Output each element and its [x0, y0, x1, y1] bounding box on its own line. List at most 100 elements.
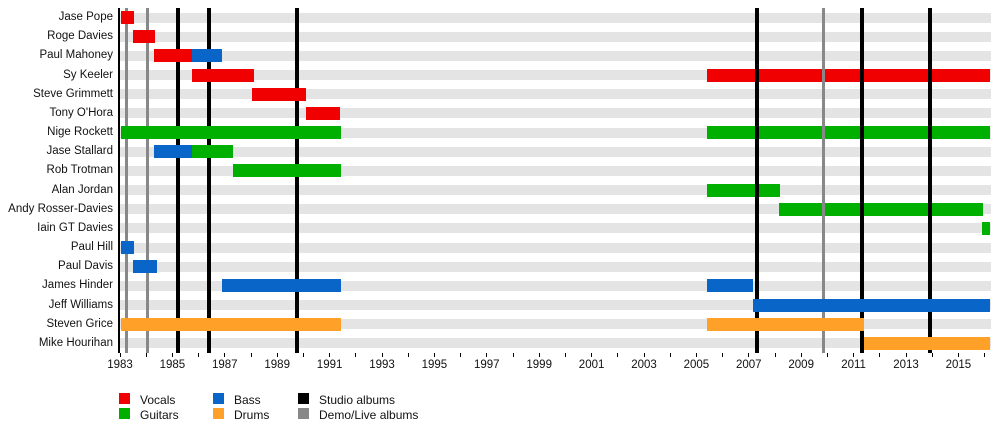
- year-tick-label: 1989: [264, 359, 290, 371]
- year-tick-label: 1987: [212, 359, 238, 371]
- member-stripe: [119, 242, 991, 253]
- timeline-bar-drums: [121, 317, 342, 331]
- legend-swatch: [213, 393, 224, 404]
- member-stripe: [119, 261, 991, 272]
- timeline-bar-guitars: [706, 126, 990, 140]
- timeline-bar-drums: [706, 317, 865, 331]
- year-tick: [748, 353, 750, 357]
- year-tick: [276, 353, 278, 357]
- timeline-bar-guitars: [778, 202, 984, 216]
- member-label: Mike Hourihan: [38, 336, 113, 349]
- member-stripe: [119, 165, 991, 176]
- member-stripe: [119, 31, 991, 42]
- year-tick: [145, 353, 147, 357]
- timeline-bar-vocals: [306, 106, 341, 120]
- member-label: James Hinder: [42, 279, 113, 292]
- year-tick-label: 1999: [526, 359, 552, 371]
- member-stripe: [119, 319, 991, 330]
- member-label: Jase Pope: [58, 11, 113, 24]
- year-tick: [329, 353, 331, 357]
- year-tick-label: 2009: [788, 359, 814, 371]
- timeline-bar-guitars: [192, 145, 233, 159]
- member-label: Andy Rosser-Davies: [8, 202, 113, 215]
- timeline-bar-vocals: [154, 49, 193, 63]
- legend-label: Studio albums: [319, 393, 396, 407]
- timeline-bar-bass: [192, 49, 223, 63]
- year-tick: [460, 353, 462, 357]
- timeline-bar-bass: [154, 145, 193, 159]
- year-tick: [826, 353, 828, 357]
- legend-label: Guitars: [140, 408, 179, 422]
- year-tick: [853, 353, 855, 357]
- member-label: Rob Trotman: [46, 164, 113, 177]
- member-label: Steve Grimmett: [33, 87, 113, 100]
- timeline-bar-guitars: [706, 183, 781, 197]
- album-line-studio: [859, 8, 864, 353]
- year-tick: [695, 353, 697, 357]
- year-tick: [119, 353, 121, 357]
- year-tick-label: 1991: [316, 359, 343, 371]
- year-tick: [617, 353, 619, 357]
- timeline-bar-bass: [121, 241, 135, 255]
- member-label: Alan Jordan: [51, 183, 113, 196]
- axis-line: [118, 8, 120, 353]
- legend-label: Vocals: [140, 393, 176, 407]
- year-tick: [171, 353, 173, 357]
- member-stripe: [119, 146, 991, 157]
- legend-swatch: [119, 393, 130, 404]
- year-tick-label: 2001: [578, 359, 605, 371]
- album-line-studio: [207, 8, 212, 353]
- year-tick-label: 2011: [841, 359, 866, 371]
- member-label: Roge Davies: [47, 30, 113, 43]
- timeline-bar-vocals: [252, 87, 306, 101]
- member-stripe: [119, 12, 991, 23]
- member-stripe: [119, 223, 991, 234]
- year-tick: [381, 353, 383, 357]
- year-tick-label: 1995: [421, 359, 448, 371]
- legend-swatch: [298, 393, 309, 404]
- legend-label: Bass: [234, 393, 261, 407]
- member-label: Jase Stallard: [46, 145, 113, 158]
- member-label: Paul Hill: [70, 241, 113, 254]
- member-label: Paul Davis: [58, 260, 113, 273]
- year-tick: [433, 353, 435, 357]
- album-line-demo-live: [125, 8, 128, 353]
- member-stripe: [119, 50, 991, 61]
- year-tick: [407, 353, 409, 357]
- member-stripe: [119, 280, 991, 291]
- timeline-bar-bass: [752, 298, 990, 312]
- legend-label: Drums: [234, 408, 270, 422]
- year-tick: [774, 353, 776, 357]
- album-line-studio: [754, 8, 759, 353]
- member-label: Iain GT Davies: [37, 221, 113, 234]
- member-stripe: [119, 300, 991, 311]
- year-tick: [302, 353, 304, 357]
- timeline-bar-vocals: [133, 30, 156, 44]
- legend-swatch: [298, 408, 309, 419]
- timeline-bar-guitars: [121, 126, 342, 140]
- year-tick: [957, 353, 959, 357]
- year-tick: [512, 353, 514, 357]
- album-line-studio: [927, 8, 932, 353]
- year-tick: [224, 353, 226, 357]
- timeline-bar-drums: [864, 336, 990, 350]
- timeline-bar-bass: [706, 279, 753, 293]
- year-tick-label: 2015: [945, 359, 972, 371]
- year-tick: [643, 353, 645, 357]
- year-tick-label: 2007: [736, 359, 762, 371]
- timeline-bar-guitars: [982, 221, 990, 235]
- year-tick: [250, 353, 252, 357]
- year-tick: [800, 353, 802, 357]
- timeline-bar-bass: [133, 260, 157, 274]
- year-tick: [905, 353, 907, 357]
- member-label: Steven Grice: [46, 317, 113, 330]
- timeline-bar-vocals: [706, 68, 990, 82]
- legend-swatch: [119, 408, 130, 419]
- timeline-bar-bass: [222, 279, 342, 293]
- member-stripe: [119, 338, 991, 349]
- album-line-demo-live: [146, 8, 149, 353]
- legend-swatch: [213, 408, 224, 419]
- album-line-studio: [175, 8, 180, 353]
- member-label: Jeff Williams: [48, 298, 113, 311]
